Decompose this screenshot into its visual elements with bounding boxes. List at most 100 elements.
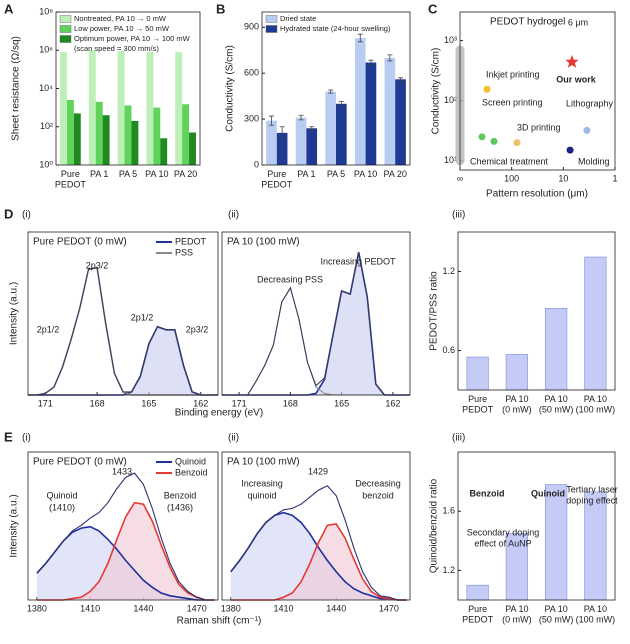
x-tick-label: ∞ [457,173,463,183]
bar [189,132,196,165]
x-tick-label: PA 20 [384,169,407,179]
label-line: PA 20 [174,169,197,179]
y-tick-label: 10⁰ [39,159,53,169]
label-line: (50 mW) [539,405,574,415]
x-tick-label: PA 20 [174,169,197,179]
label-line: PEDOT [462,405,494,415]
annotation: (1436) [167,502,193,512]
annotation: benzoid [362,490,394,500]
point [490,137,498,145]
area [28,326,218,395]
y-axis-label: Intensity (a.u.) [9,282,20,345]
label-line: (0 mW) [502,405,532,415]
bar [365,62,377,165]
label-line: Pure [468,394,487,404]
y-axis-label: Conductivity (S/cm) [225,45,236,132]
label-line: PEDOT [462,615,494,625]
plot-area [28,232,218,395]
annotation: Tertiary laser [566,484,618,494]
annotation: effect of AuNP [474,538,531,548]
x-tick-label: PA 5 [327,169,345,179]
plot-title: PA 10 (100 mW) [227,457,300,468]
label-line: Pure [468,604,487,614]
legend-swatch [59,35,72,43]
point-label: Molding [578,156,610,166]
legend-label: Low power, PA 10 → 50 mW [74,24,170,33]
y-tick-label: 0.6 [442,345,455,355]
bar [160,138,168,165]
y-tick-label: 10² [40,121,53,131]
bar [175,52,183,165]
label-line: PA 1 [90,169,108,179]
panel-letter: A [4,1,14,16]
point [478,133,486,141]
line [36,472,215,601]
bar [102,115,110,165]
x-tick-label: 10 [558,173,568,183]
label-line: (100 mW) [576,615,616,625]
subpanel-label: (iii) [452,433,465,444]
subpanel-label: (ii) [228,210,239,221]
x-tick-label: PA 1 [90,169,108,179]
annotation: quinoid [247,490,276,500]
label-line: PA 5 [327,169,345,179]
error-bar [268,115,274,126]
point [513,139,521,147]
y-tick-label: 0 [254,159,259,169]
x-tick-label: 1410 [80,603,100,613]
plot-frame [55,11,201,166]
line [28,267,218,396]
line [230,485,407,601]
annotation: Benzoid [164,490,197,500]
y-tick-label: 10² [444,95,457,105]
bar [60,52,67,165]
legend-swatch [265,25,278,33]
bar [117,51,125,166]
plot-frame [221,231,411,396]
y-tick-label: 10⁶ [39,45,53,55]
panel-letter: C [428,1,438,16]
x-tick-label: 1380 [221,603,241,613]
annotation: Benzoid [470,488,505,498]
bar [584,256,607,391]
x-axis-label: Raman shift (cm⁻¹) [177,616,262,627]
label-line: PA 10 [584,604,607,614]
x-tick-label: 168 [283,398,298,408]
annotation: Increasing PEDOT [320,256,396,266]
x-tick-label: PA 5 [119,169,137,179]
point-label: Our work [556,74,597,84]
plot-frame [221,451,411,601]
label-line: PEDOT [55,180,87,190]
inset-label: 6 μm [568,17,588,27]
label-line: (0 mW) [502,615,532,625]
panel-letter: B [216,1,225,16]
panel-letter: D [4,206,13,221]
bar [544,308,568,391]
x-tick-label: 1470 [379,603,399,613]
x-tick-label: 100 [504,173,519,183]
annotation: 1433 [112,466,132,476]
label-line: PA 10 [505,394,528,404]
error-bar [279,126,285,140]
area [36,502,215,600]
label-line: PA 10 [584,394,607,404]
x-tick-label: Pure PEDOT [462,604,494,624]
annotation: Increasing [241,478,283,488]
y-tick-label: 10⁸ [39,6,53,16]
x-tick-label: PA 10 [145,169,168,179]
error-bar [368,59,374,66]
plot-frame [27,231,219,396]
bar [306,128,318,165]
legend-note: (scan speed = 300 mm/s) [74,44,159,53]
plot-title: PA 10 (100 mW) [227,237,300,248]
subpanel-label: (i) [22,210,31,221]
y-axis-label: Intensity (a.u.) [9,494,20,557]
plot-frame [261,11,411,166]
bar [544,484,568,601]
subpanel-label: (iii) [452,210,465,221]
y-tick-label: 600 [244,68,259,78]
label-line: PA 10 [354,169,377,179]
area [222,252,410,395]
bar [354,38,366,166]
